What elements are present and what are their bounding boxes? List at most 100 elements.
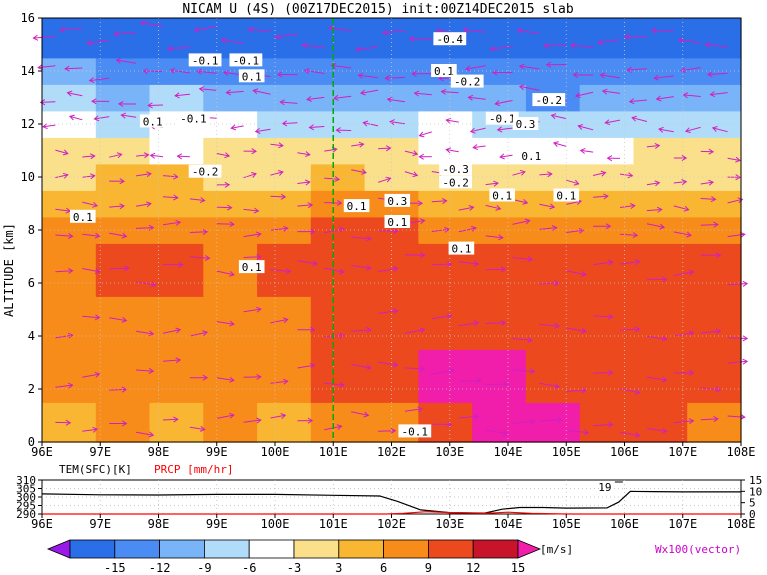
heatmap-cell (633, 18, 688, 59)
altitude-tick-label: 12 (21, 117, 35, 131)
heatmap-cell (149, 296, 204, 350)
wind-vector-head (94, 232, 101, 239)
wind-vector (700, 330, 721, 334)
wind-vector (727, 157, 741, 161)
wind-vector (243, 256, 261, 258)
heatmap-cell (310, 349, 366, 403)
longitude-tick-label: 102E (377, 445, 406, 459)
heatmap-cell (579, 349, 635, 403)
wind-vector-head (408, 35, 415, 42)
wind-vector (253, 89, 271, 95)
wind-vector (162, 196, 178, 199)
longitude-tick-label: 101E (319, 445, 348, 459)
wind-vector (162, 329, 181, 334)
heatmap-cell (633, 163, 688, 191)
wind-vector-head (173, 194, 179, 201)
wind-vector (500, 154, 513, 158)
heatmap-cell (42, 243, 97, 297)
wind-vector (82, 175, 95, 178)
wind-vector-head (556, 416, 563, 423)
wind-vector (270, 227, 288, 231)
wind-vector-head (659, 223, 666, 230)
wind-vector-head (117, 100, 124, 107)
wind-vector (114, 32, 137, 35)
wind-vector (571, 44, 594, 48)
wind-vector-head (500, 319, 507, 326)
wind-vector-head (92, 201, 99, 208)
colorbar-tick-label: 9 (425, 561, 432, 575)
wind-vector-head (419, 218, 426, 225)
heatmap-cell (472, 243, 527, 297)
contour-label-bg (188, 164, 222, 178)
heatmap-cell (633, 216, 688, 244)
wind-vector-head (413, 90, 420, 97)
wind-vector-head (124, 265, 130, 272)
wind-vector-head (547, 171, 553, 178)
wind-vector (646, 335, 667, 340)
wind-vector-head (655, 95, 662, 102)
contour-label-bg (398, 424, 432, 438)
wind-vector-head (476, 377, 482, 384)
wind-vector (700, 418, 718, 421)
heatmap-cell (525, 349, 581, 403)
wind-vector (517, 29, 540, 35)
wind-vector (82, 315, 100, 319)
wind-vector (519, 85, 540, 91)
wind-vector (683, 94, 701, 97)
wind-vector-head (599, 72, 606, 79)
wind-vector-head (256, 373, 262, 380)
wind-vector (351, 265, 371, 269)
wind-vector (351, 236, 371, 240)
contour-label: 0.1 (242, 261, 262, 274)
contour-label: -0.2 (536, 94, 563, 107)
wind-vector (431, 263, 452, 266)
wind-vector (404, 171, 418, 176)
wind-vector-head (742, 280, 749, 287)
heatmap-cell (95, 163, 151, 191)
wind-vector (654, 75, 674, 79)
wind-vector (351, 363, 371, 369)
wind-vector (351, 411, 369, 416)
wind-vector-head (64, 65, 70, 72)
wind-vector (539, 227, 557, 230)
wind-vector (226, 90, 244, 94)
wind-vector-head (603, 193, 609, 200)
wind-vector (82, 233, 100, 237)
wind-vector (512, 420, 535, 424)
wind-vector-head (573, 179, 580, 186)
wind-vector (189, 198, 205, 201)
wind-vector (82, 373, 100, 378)
wind-vector-head (661, 335, 668, 342)
wind-vector-head (224, 152, 231, 159)
wind-vector (136, 369, 154, 372)
longitude-tick-label: 97E (89, 445, 111, 459)
wind-vector (82, 428, 98, 432)
contour-label: -0.2 (454, 76, 481, 89)
wind-vector (136, 154, 149, 157)
longitude-tick-label: 101E (319, 517, 348, 531)
wind-vector-head (715, 252, 722, 259)
wind-vector-head (363, 411, 370, 418)
heatmap-cell (418, 296, 473, 350)
wind-vector (712, 127, 728, 133)
wind-vector-head (301, 42, 308, 49)
wind-vector-head (631, 115, 638, 122)
altitude-tick-label: 6 (28, 276, 35, 290)
wind-vector (243, 208, 259, 212)
wind-vector-head (310, 326, 316, 333)
wind-vector-head (654, 142, 661, 149)
heatmap-cell (149, 243, 204, 297)
longitude-tick-label: 99E (206, 445, 228, 459)
wind-vector-head (688, 330, 695, 337)
wind-vector (539, 203, 555, 208)
contour-label-bg (489, 188, 515, 202)
contour-label-bg (433, 32, 467, 46)
wind-vector (390, 121, 405, 125)
wind-vector (468, 96, 486, 100)
colorbar-tick-label: 3 (335, 561, 342, 575)
wind-vector-head (146, 171, 152, 178)
wind-vector-head (303, 68, 310, 74)
wind-vector (33, 35, 56, 39)
wind-vector-head (393, 228, 399, 235)
wind-vector-head (251, 148, 257, 155)
